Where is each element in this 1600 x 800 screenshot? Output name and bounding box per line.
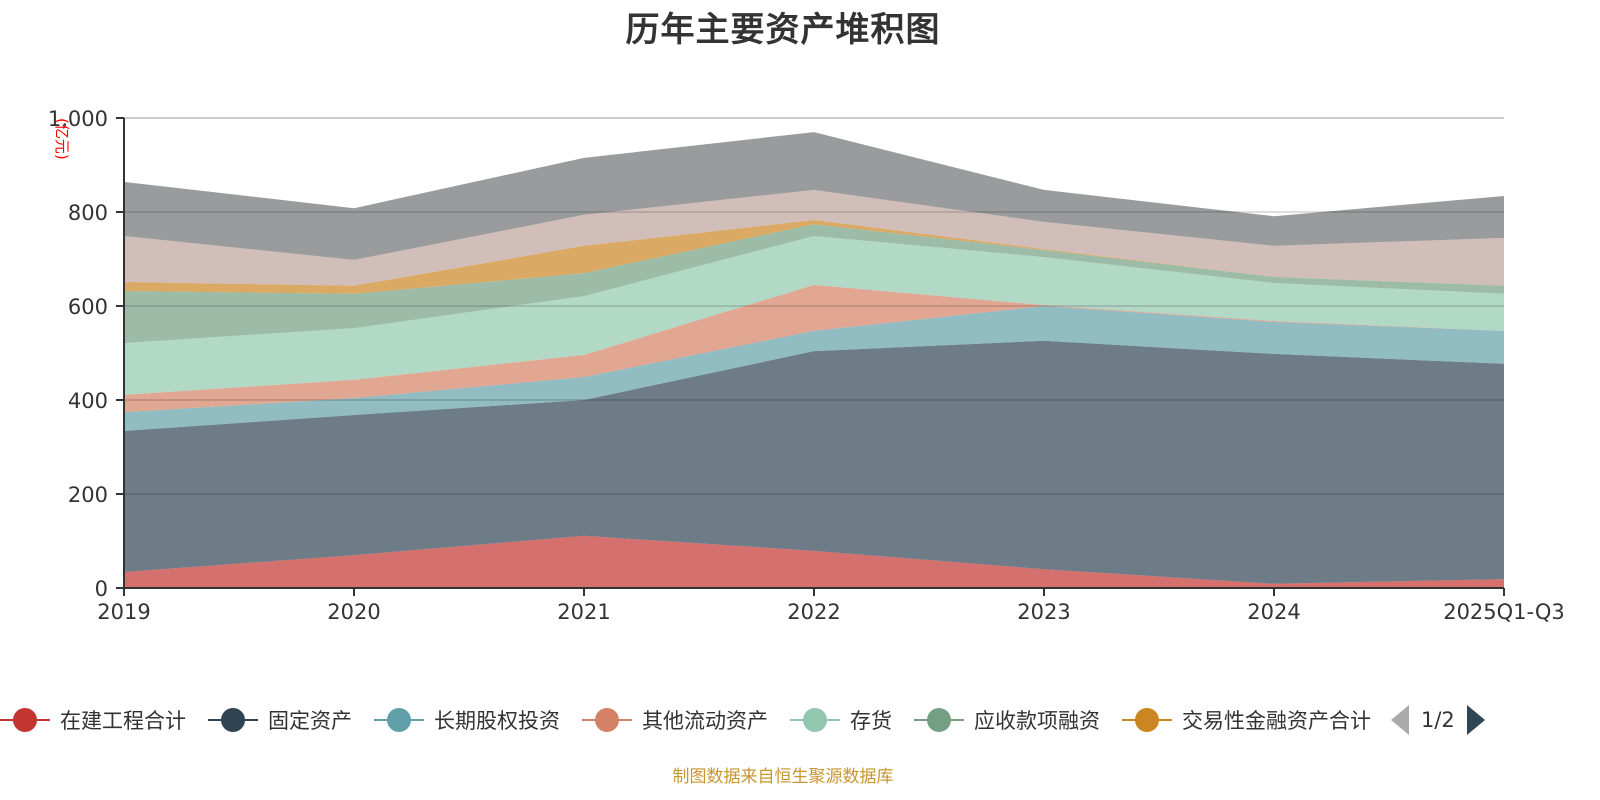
legend-label: 长期股权投资 xyxy=(434,709,560,733)
legend-label: 应收款项融资 xyxy=(974,709,1100,733)
legend-pager: 1/2 xyxy=(1391,705,1485,735)
legend-item[interactable]: 固定资产 xyxy=(208,705,352,735)
legend-item[interactable]: 长期股权投资 xyxy=(374,705,560,735)
area-series-0[interactable] xyxy=(124,535,1504,588)
source-note: 制图数据来自恒生聚源数据库 xyxy=(672,767,894,787)
legend-label: 存货 xyxy=(850,709,892,733)
y-tick-label: 1,000 xyxy=(48,107,108,131)
area-series-1[interactable] xyxy=(124,340,1504,584)
legend-item[interactable]: 存货 xyxy=(790,705,892,735)
y-axis-unit-label: (亿元) xyxy=(53,118,71,160)
legend-label: 其他流动资产 xyxy=(642,709,768,733)
legend-marker-icon xyxy=(374,707,424,733)
legend-item[interactable]: 应收款项融资 xyxy=(914,705,1100,735)
area-series-2[interactable] xyxy=(124,306,1504,431)
area-series-8[interactable] xyxy=(124,132,1504,260)
x-tick-label: 2019 xyxy=(97,600,150,624)
y-tick-label: 400 xyxy=(68,389,108,413)
area-series-7[interactable] xyxy=(124,189,1504,286)
legend-marker-icon xyxy=(914,707,964,733)
y-tick-label: 200 xyxy=(68,483,108,507)
legend-marker-icon xyxy=(208,707,258,733)
x-tick-label: 2020 xyxy=(327,600,380,624)
legend-label: 交易性金融资产合计 xyxy=(1182,709,1371,733)
area-series-4[interactable] xyxy=(124,236,1504,395)
x-tick-label: 2025Q1-Q3 xyxy=(1443,600,1565,624)
x-tick-label: 2024 xyxy=(1247,600,1300,624)
legend-item[interactable]: 交易性金融资产合计 xyxy=(1122,705,1371,735)
stacked-area-chart: 0 200 400 600 800 1,000 2019 2020 2021 2022 2023 20… xyxy=(48,107,1565,624)
legend: 在建工程合计 固定资产 长期股权投资 其他流动资产 存货 应收款项融资 交易性金融资产合计 1… xyxy=(0,700,1485,740)
grid-lines xyxy=(124,117,1504,495)
legend-label: 固定资产 xyxy=(268,709,352,733)
legend-marker-icon xyxy=(790,707,840,733)
legend-item[interactable]: 在建工程合计 xyxy=(0,705,186,735)
legend-marker-icon xyxy=(1122,707,1172,733)
triangle-right-icon[interactable] xyxy=(1466,705,1485,735)
legend-marker-icon xyxy=(0,707,50,733)
legend-marker-icon xyxy=(582,707,632,733)
axes: 0 200 400 600 800 1,000 2019 2020 2021 2022 2023 20… xyxy=(48,107,1565,624)
y-tick-label: 600 xyxy=(68,295,108,319)
legend-page-indicator: 1/2 xyxy=(1421,708,1455,732)
area-series-3[interactable] xyxy=(124,284,1504,413)
x-tick-label: 2022 xyxy=(787,600,840,624)
legend-item[interactable]: 其他流动资产 xyxy=(582,705,768,735)
y-tick-label: 0 xyxy=(95,577,108,601)
y-tick-label: 800 xyxy=(68,201,108,225)
x-tick-label: 2021 xyxy=(557,600,610,624)
area-series-group xyxy=(124,132,1504,588)
legend-label: 在建工程合计 xyxy=(60,709,186,733)
area-series-6[interactable] xyxy=(124,220,1504,294)
area-series-5[interactable] xyxy=(124,224,1504,344)
x-tick-label: 2023 xyxy=(1017,600,1070,624)
triangle-left-icon[interactable] xyxy=(1391,705,1409,735)
chart-title: 历年主要资产堆积图 xyxy=(625,10,941,50)
